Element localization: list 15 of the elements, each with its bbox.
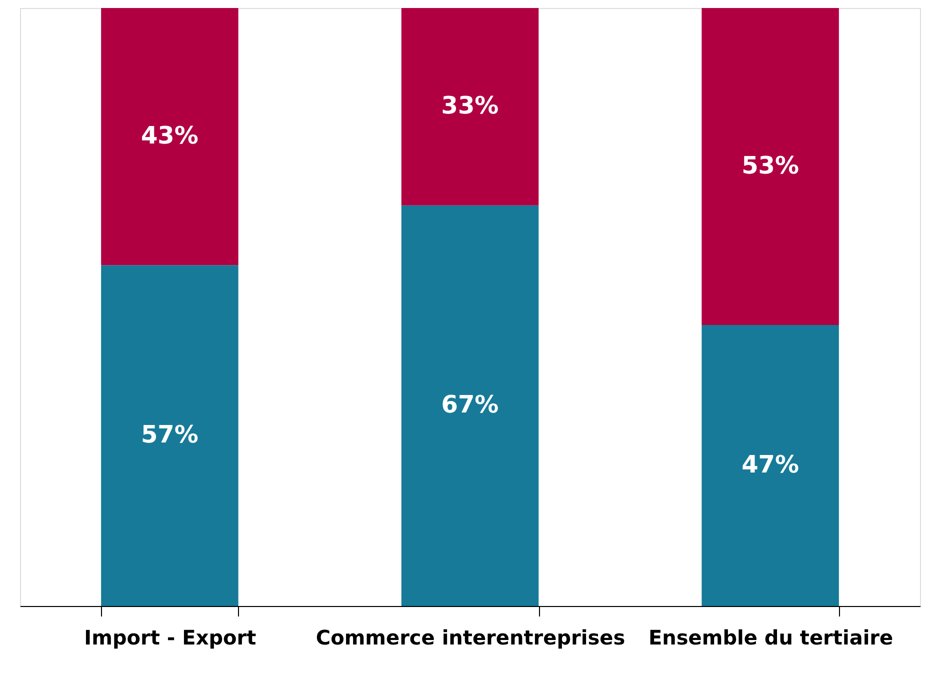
data-label: 53% bbox=[742, 151, 800, 180]
x-tick-label: Ensemble du tertiaire bbox=[648, 626, 894, 650]
data-label: 47% bbox=[742, 450, 800, 478]
bar bbox=[101, 265, 238, 606]
data-label: 67% bbox=[441, 390, 499, 419]
x-tick-label: Import - Export bbox=[84, 626, 257, 650]
bar bbox=[702, 8, 839, 325]
bar bbox=[101, 8, 238, 266]
bar bbox=[702, 324, 839, 606]
data-label: 33% bbox=[441, 92, 499, 120]
x-tick-label: Commerce interentreprises bbox=[316, 626, 626, 650]
data-label: 43% bbox=[140, 122, 198, 150]
bar bbox=[401, 205, 539, 606]
data-label: 57% bbox=[140, 420, 198, 449]
bar bbox=[401, 8, 539, 206]
